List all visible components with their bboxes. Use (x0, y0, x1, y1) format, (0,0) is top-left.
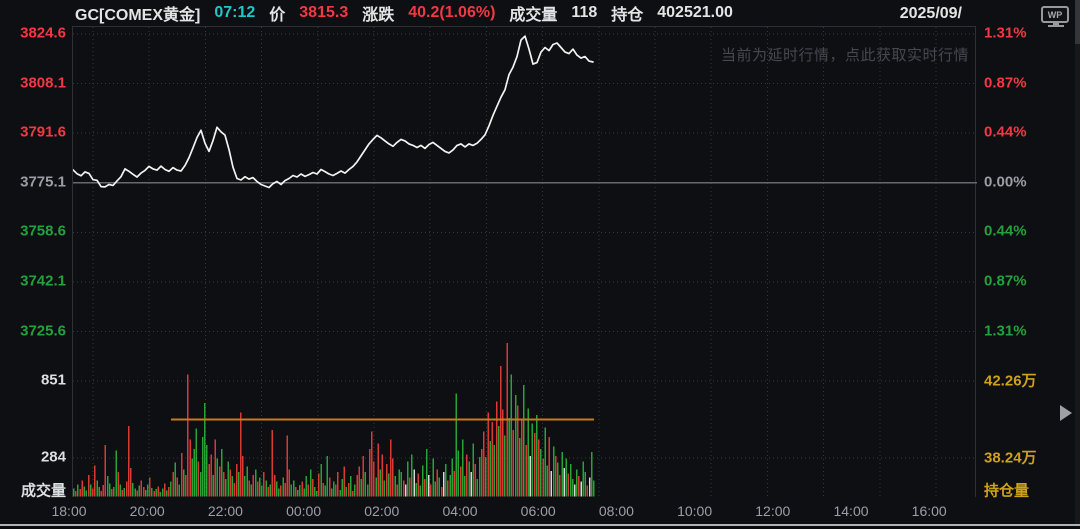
wp-app-icon[interactable]: WP (1041, 6, 1071, 30)
time-axis-label: 06:00 (520, 503, 556, 519)
expand-panel-arrow-icon[interactable] (1060, 405, 1072, 421)
time-axis-label: 14:00 (833, 503, 869, 519)
window-bottom-gap (0, 526, 1080, 529)
open-interest-value: 402521.00 (657, 4, 733, 21)
wp-icon-stand (1053, 23, 1059, 25)
volume-bars (73, 343, 595, 497)
last-price-value: 3815.3 (299, 4, 349, 21)
quote-date: 2025/09/ (899, 5, 962, 22)
percent-axis-label: 1.31% (984, 24, 1027, 42)
price-axis-label: 3808.1 (20, 74, 66, 92)
time-axis-label: 08:00 (598, 503, 634, 519)
volume-axis-label: 284 (40, 448, 66, 466)
quote-header: GC[COMEX黄金] 07:12 价 3815.3 涨跌 40.2(1.06%… (0, 0, 1080, 26)
price-axis-label: 3791.6 (20, 123, 66, 141)
price-axis-label: 3758.6 (20, 222, 66, 240)
quote-time: 07:12 (214, 4, 256, 21)
time-axis-label: 22:00 (207, 503, 243, 519)
price-axis-label: 3775.1 (20, 173, 66, 191)
last-price-label: 价 (269, 7, 286, 24)
chart-canvas[interactable] (73, 27, 977, 498)
chart-plot-area: 当前为延时行情，点此获取实时行情 (72, 26, 977, 498)
price-line (73, 35, 594, 189)
change-value: 40.2(1.06%) (408, 4, 496, 21)
percent-axis-label: 0.44% (984, 123, 1027, 141)
percent-axis-label: 0.87% (984, 74, 1027, 92)
percent-axis-label: 0.00% (984, 173, 1027, 191)
time-axis-label: 20:00 (129, 503, 165, 519)
price-axis-label: 3824.6 (20, 24, 66, 42)
time-axis-label: 04:00 (442, 503, 478, 519)
volume-pane-title: 成交量 (20, 482, 66, 500)
wp-icon-base (1048, 25, 1064, 27)
volume-axis-label: 851 (40, 371, 66, 389)
wp-monitor-icon: WP (1041, 6, 1069, 23)
time-axis-label: 12:00 (755, 503, 791, 519)
percent-axis-label: 0.87% (984, 272, 1027, 290)
time-axis-label: 10:00 (677, 503, 713, 519)
time-axis-label: 18:00 (51, 503, 87, 519)
contract-symbol: GC[COMEX黄金] (75, 7, 201, 24)
open-interest-axis-label: 42.26万 (984, 372, 1037, 390)
grid (73, 27, 977, 498)
price-axis-label: 3742.1 (20, 272, 66, 290)
window-bottom-edge (0, 524, 1080, 526)
change-label: 涨跌 (362, 7, 395, 24)
price-axis-label: 3725.6 (20, 322, 66, 340)
open-interest-pane-title: 持仓量 (984, 482, 1030, 500)
volume-value: 118 (571, 4, 598, 21)
open-interest-axis-label: 38.24万 (984, 449, 1037, 467)
time-axis-label: 16:00 (911, 503, 947, 519)
percent-axis-label: 1.31% (984, 322, 1027, 340)
percent-axis-label: 0.44% (984, 222, 1027, 240)
right-scrollbar-track[interactable] (1075, 0, 1080, 529)
open-interest-label: 持仓 (611, 7, 644, 24)
time-axis-label: 00:00 (286, 503, 322, 519)
time-axis-label: 02:00 (364, 503, 400, 519)
right-scrollbar-thumb[interactable] (1075, 0, 1080, 44)
delayed-quote-notice[interactable]: 当前为延时行情，点此获取实时行情 (720, 47, 969, 64)
volume-label: 成交量 (509, 7, 558, 24)
